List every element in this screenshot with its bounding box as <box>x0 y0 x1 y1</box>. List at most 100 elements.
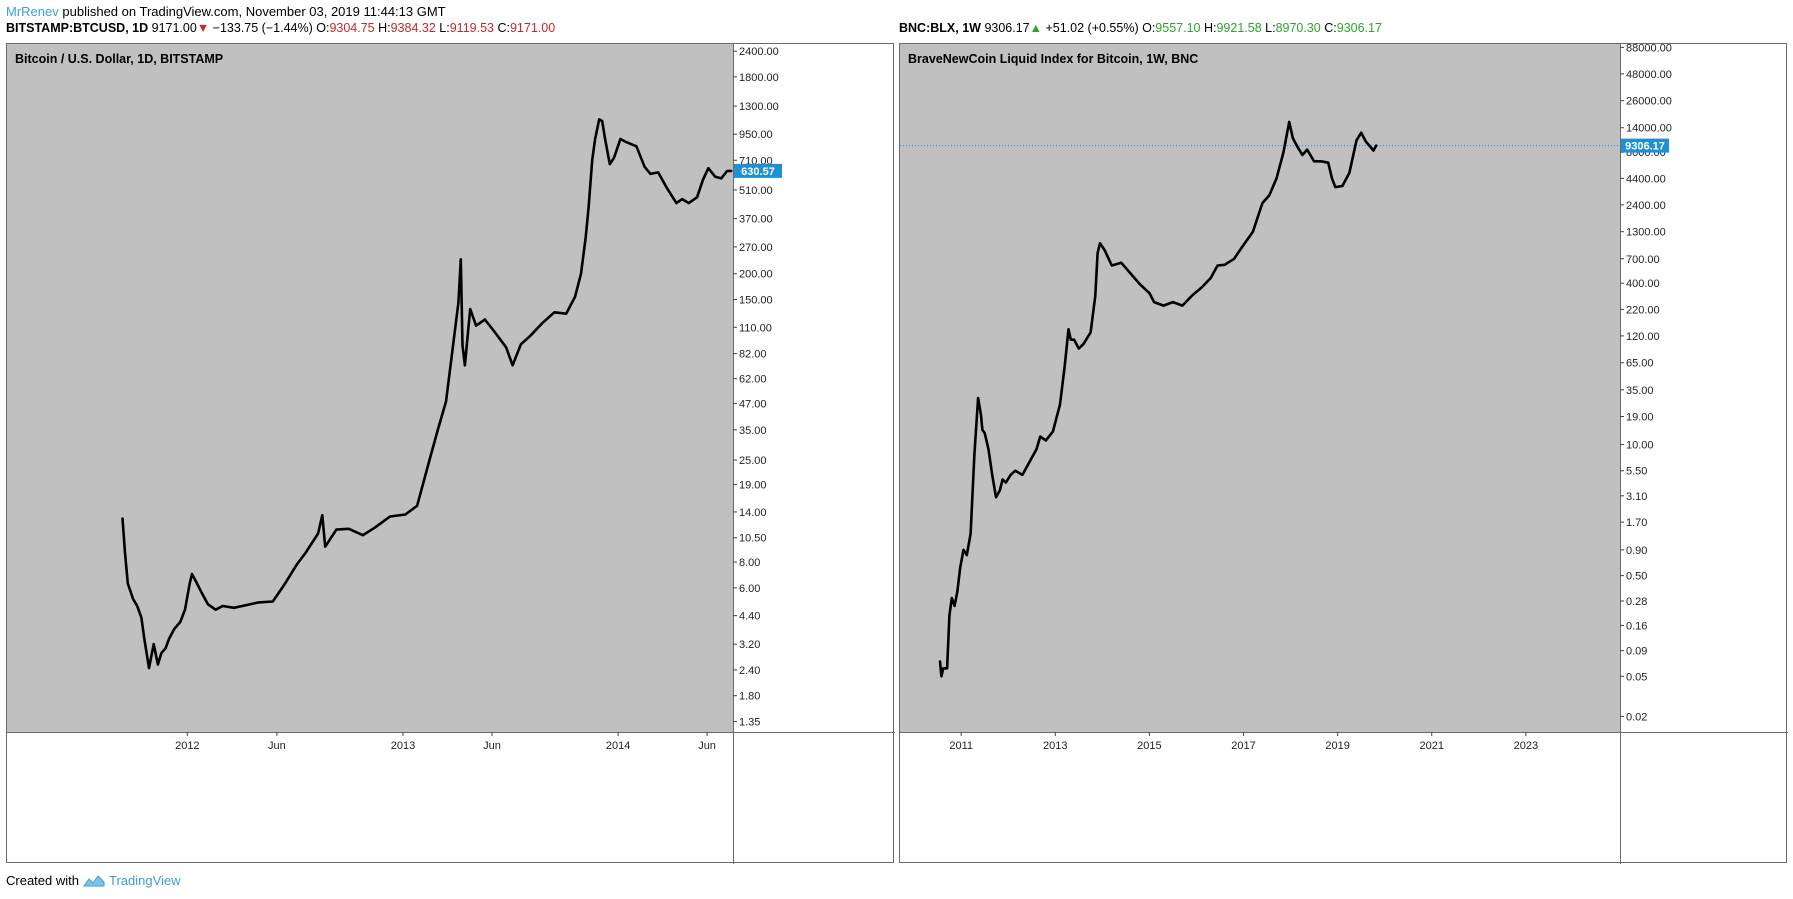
published-line: MrRenev published on TradingView.com, No… <box>6 4 446 19</box>
footer: Created with TradingView <box>6 873 181 888</box>
left-down-arrow-icon: ▼ <box>196 21 210 35</box>
right-y-tick-label: 0.28 <box>1626 596 1647 608</box>
left-chart-panel[interactable]: Bitcoin / U.S. Dollar, 1D, BITSTAMP 1.35 1… <box>6 43 895 864</box>
left-y-tick-label: 35.00 <box>739 425 767 437</box>
left-y-tick-label: 200.00 <box>739 269 773 281</box>
right-price-series <box>938 120 1378 678</box>
right-open: 9557.10 <box>1155 21 1201 35</box>
tradingview-link[interactable]: TradingView <box>108 873 181 888</box>
left-close: 9171.00 <box>509 21 556 35</box>
right-y-tick-label: 5.50 <box>1626 466 1647 478</box>
right-x-tick-label: 2011 <box>949 740 973 752</box>
left-x-tick-label: 2013 <box>391 740 415 752</box>
left-title: Bitcoin / U.S. Dollar, 1D, BITSTAMP <box>15 52 223 66</box>
right-last-price-label: 9306.17 <box>1625 141 1665 153</box>
right-symbol[interactable]: BNC:BLX, 1W <box>899 21 981 35</box>
left-y-tick-label: 1300.00 <box>739 101 779 113</box>
left-low: 9119.53 <box>449 21 494 35</box>
left-y-tick-label: 3.20 <box>739 639 760 651</box>
left-y-tick-label: 1.80 <box>739 691 760 703</box>
left-y-tick-label: 110.00 <box>739 322 772 334</box>
right-x-tick-label: 2017 <box>1231 740 1255 752</box>
right-y-tick-label: 14000.00 <box>1626 123 1672 135</box>
tradingview-logo-icon <box>83 874 105 886</box>
right-change: +51.02 (+0.55%) <box>1045 21 1139 35</box>
right-low: 8970.30 <box>1275 21 1321 35</box>
left-open: 9304.75 <box>329 21 375 35</box>
right-y-tick-label: 2400.00 <box>1626 200 1666 212</box>
left-y-tick-label: 1.35 <box>739 716 760 728</box>
left-y-tick-label: 510.00 <box>739 185 773 197</box>
right-x-tick-label: 2015 <box>1137 740 1161 752</box>
right-y-tick-label: 220.00 <box>1626 304 1660 316</box>
left-y-tick-label: 82.00 <box>739 349 767 361</box>
author-link[interactable]: MrRenev <box>6 4 59 19</box>
right-y-tick-label: 0.16 <box>1626 620 1647 632</box>
left-y-tick-label: 1800.00 <box>739 72 779 84</box>
right-y-tick-label: 65.00 <box>1626 358 1654 370</box>
left-y-tick-label: 25.00 <box>739 455 767 467</box>
left-symbol-info: BITSTAMP:BTCUSD, 1D 9171.00▼ −133.75 (−1… <box>6 21 556 35</box>
left-y-tick-label: 2.40 <box>739 665 760 677</box>
left-y-tick-label: 10.50 <box>739 533 767 545</box>
right-chart-panel[interactable]: BraveNewCoin Liquid Index for Bitcoin, 1… <box>899 43 1788 864</box>
left-y-tick-label: 370.00 <box>739 214 773 226</box>
right-y-tick-label: 1300.00 <box>1626 227 1666 239</box>
right-y-tick-label: 700.00 <box>1626 254 1660 266</box>
right-plot-area[interactable] <box>900 44 1620 732</box>
right-y-tick-label: 0.50 <box>1626 571 1647 583</box>
right-y-tick-label: 0.09 <box>1626 646 1647 658</box>
left-y-tick-label: 19.00 <box>739 480 767 492</box>
left-high: 9384.32 <box>390 21 436 35</box>
left-last-price-label: 630.57 <box>741 166 775 178</box>
left-last-price: 9171.00 <box>151 21 197 35</box>
right-y-tick-label: 26000.00 <box>1626 96 1672 108</box>
right-x-tick-label: 2013 <box>1043 740 1067 752</box>
left-y-tick-label: 270.00 <box>739 242 773 254</box>
created-with-text: Created with <box>6 873 79 888</box>
right-y-tick-label: 120.00 <box>1626 331 1660 343</box>
left-x-tick-label: Jun <box>268 740 286 752</box>
left-y-tick-label: 4.40 <box>739 611 760 623</box>
left-x-tick-label: Jun <box>698 740 716 752</box>
right-last-price: 9306.17 <box>984 21 1030 35</box>
left-last-price-tag <box>734 163 782 178</box>
left-y-tick-label: 2400.00 <box>739 46 779 58</box>
right-x-tick-label: 2023 <box>1514 740 1538 752</box>
left-x-tick-label: 2012 <box>175 740 199 752</box>
right-high: 9921.58 <box>1216 21 1262 35</box>
right-y-tick-label: 35.00 <box>1626 385 1654 397</box>
left-y-tick-label: 14.00 <box>739 507 767 519</box>
right-y-tick-label: 1.70 <box>1626 517 1647 529</box>
left-y-tick-label: 6.00 <box>739 583 760 595</box>
published-text: published on TradingView.com, November 0… <box>62 4 446 19</box>
left-y-tick-label: 8.00 <box>739 557 760 569</box>
right-x-tick-label: 2021 <box>1420 740 1444 752</box>
right-y-tick-label: 10.00 <box>1626 440 1654 452</box>
right-up-arrow-icon: ▲ <box>1029 21 1042 35</box>
left-chart[interactable]: Bitcoin / U.S. Dollar, 1D, BITSTAMP 1.35 1… <box>7 44 895 864</box>
right-y-tick-label: 400.00 <box>1626 278 1660 290</box>
left-change: −133.75 (−1.44%) <box>212 21 313 35</box>
left-x-tick-label: Jun <box>483 740 501 752</box>
right-y-tick-label: 0.02 <box>1626 711 1647 723</box>
left-y-tick-label: 47.00 <box>739 398 767 410</box>
right-y-tick-label: 0.90 <box>1626 545 1647 557</box>
left-x-tick-label: 2014 <box>606 740 630 752</box>
right-close: 9306.17 <box>1336 21 1382 35</box>
right-y-tick-label: 88000.00 <box>1626 44 1672 54</box>
left-symbol[interactable]: BITSTAMP:BTCUSD, 1D <box>6 21 149 35</box>
right-last-price-tag <box>1621 138 1669 153</box>
left-price-series <box>121 118 733 670</box>
right-x-tick-label: 2019 <box>1325 740 1349 752</box>
right-y-tick-label: 4400.00 <box>1626 173 1666 185</box>
right-y-tick-label: 0.05 <box>1626 671 1647 683</box>
right-symbol-info: BNC:BLX, 1W 9306.17▲ +51.02 (+0.55%) O:9… <box>899 21 1382 35</box>
right-y-tick-label: 19.00 <box>1626 412 1654 424</box>
left-y-tick-label: 950.00 <box>739 129 773 141</box>
right-y-tick-label: 48000.00 <box>1626 69 1672 81</box>
left-y-tick-label: 62.00 <box>739 374 767 386</box>
right-y-tick-label: 3.10 <box>1626 491 1647 503</box>
left-plot-area[interactable] <box>7 44 733 732</box>
right-chart[interactable]: BraveNewCoin Liquid Index for Bitcoin, 1… <box>900 44 1788 864</box>
